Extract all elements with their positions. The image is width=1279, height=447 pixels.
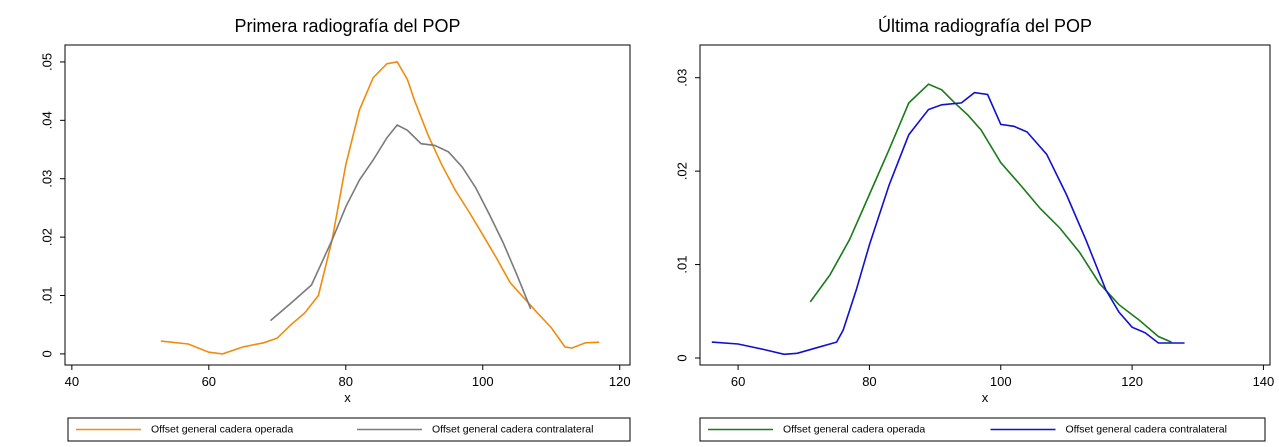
x-tick-label: 60 (202, 374, 216, 389)
plot-frame (64, 44, 631, 366)
x-tick-label: 100 (472, 374, 494, 389)
y-tick-label: .04 (39, 111, 54, 129)
line (711, 91, 1185, 356)
x-tick-label: 80 (862, 374, 876, 389)
legend-label: Offset general cadera operada (151, 423, 293, 435)
x-axis-label: x (344, 390, 351, 405)
chart-title: Última radiografía del POP (878, 15, 1092, 36)
y-tick-label: .05 (39, 53, 54, 71)
legend-label: Offset general cadera contralateral (432, 423, 593, 435)
legend-label: Offset general cadera contralateral (1066, 423, 1227, 435)
y-tick-label: 0 (39, 350, 54, 357)
y-tick-label: .01 (39, 286, 54, 304)
line (809, 83, 1172, 343)
legend-box (67, 417, 631, 442)
x-axis-label: x (982, 390, 989, 405)
legend-label: Offset general cadera operada (783, 423, 925, 435)
y-tick-label: .03 (39, 170, 54, 188)
y-tick-label: .02 (674, 162, 689, 180)
y-tick-label: .03 (674, 69, 689, 87)
legend-box (699, 417, 1266, 442)
chart-title: Primera radiografía del POP (234, 16, 460, 36)
x-tick-label: 120 (1121, 374, 1143, 389)
line (269, 123, 532, 322)
x-tick-label: 100 (990, 374, 1012, 389)
y-tick-label: 0 (674, 354, 689, 361)
x-tick-label: 80 (339, 374, 353, 389)
plot-frame (699, 44, 1271, 366)
x-tick-label: 40 (65, 374, 79, 389)
x-tick-label: 140 (1253, 374, 1275, 389)
x-tick-label: 60 (731, 374, 745, 389)
y-tick-label: .02 (39, 228, 54, 246)
line (160, 61, 600, 355)
y-tick-label: .01 (674, 256, 689, 274)
x-tick-label: 120 (609, 374, 631, 389)
